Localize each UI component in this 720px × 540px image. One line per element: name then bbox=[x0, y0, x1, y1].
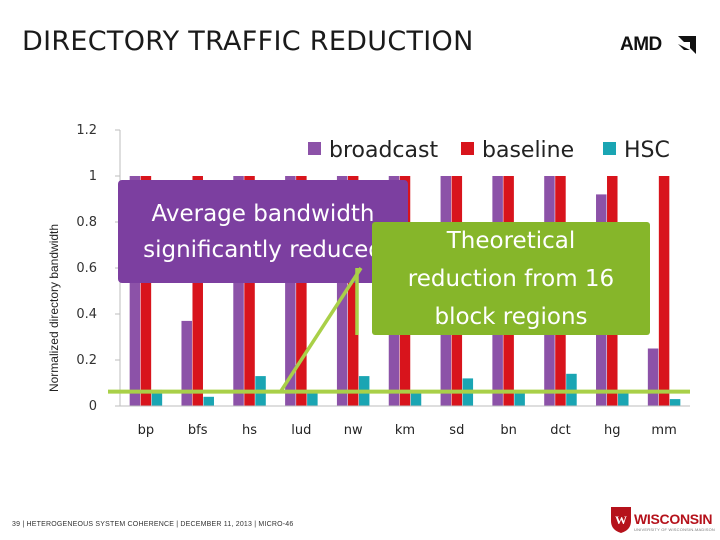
bar-hsc-hg bbox=[618, 392, 629, 406]
bar-hsc-lud bbox=[307, 392, 318, 406]
legend-swatch-broadcast bbox=[308, 142, 321, 155]
x-tick-label: bp bbox=[138, 423, 155, 438]
y-tick-label: 0.4 bbox=[76, 307, 97, 322]
bar-baseline-nw bbox=[347, 176, 359, 406]
bar-hsc-bfs bbox=[203, 396, 214, 406]
bar-broadcast-bp bbox=[129, 176, 141, 406]
slide-title: DIRECTORY TRAFFIC REDUCTION bbox=[22, 26, 474, 57]
callout-theoretical-line-2: reduction from 16 bbox=[407, 266, 615, 292]
bar-broadcast-mm bbox=[647, 348, 659, 406]
y-tick-label: 1 bbox=[89, 169, 97, 184]
uw-crest-icon: W bbox=[611, 507, 631, 533]
legend-label-hsc: HSC bbox=[624, 138, 670, 163]
x-tick-label: bn bbox=[500, 423, 517, 438]
bar-hsc-bn bbox=[514, 392, 525, 406]
y-tick-label: 0.2 bbox=[76, 353, 97, 368]
svg-text:W: W bbox=[615, 513, 627, 527]
callout-average-line-2: significantly reduced bbox=[143, 237, 383, 263]
uw-logo: W WISCONSIN UNIVERSITY OF WISCONSIN-MADI… bbox=[610, 506, 716, 536]
x-tick-label: hg bbox=[604, 423, 621, 438]
legend-swatch-baseline bbox=[461, 142, 474, 155]
x-tick-label: lud bbox=[291, 423, 311, 438]
bar-baseline-bp bbox=[140, 176, 152, 406]
x-tick-label: hs bbox=[242, 423, 257, 438]
callout-average-line-1: Average bandwidth bbox=[151, 201, 375, 227]
bar-baseline-lud bbox=[296, 176, 307, 406]
x-tick-label: km bbox=[395, 423, 415, 438]
legend-label-baseline: baseline bbox=[482, 138, 574, 163]
uw-logo-subtext: UNIVERSITY OF WISCONSIN-MADISON bbox=[634, 527, 716, 532]
y-axis-title: Normalized directory bandwidth bbox=[47, 224, 61, 392]
x-tick-label: mm bbox=[651, 423, 676, 438]
bar-hsc-bp bbox=[151, 389, 163, 406]
amd-logo: AMD bbox=[620, 34, 700, 56]
x-tick-label: bfs bbox=[188, 423, 208, 438]
amd-logo-text: AMD bbox=[620, 34, 662, 55]
bar-baseline-hs bbox=[244, 176, 255, 406]
uw-logo-text: WISCONSIN bbox=[634, 511, 713, 527]
x-tick-label: nw bbox=[344, 423, 363, 438]
bar-baseline-bfs bbox=[192, 176, 203, 406]
callout-theoretical-line-3: block regions bbox=[434, 304, 588, 330]
bar-hsc-km bbox=[410, 392, 422, 406]
callout-average-bandwidth: Average bandwidth significantly reduced bbox=[118, 180, 408, 283]
bar-broadcast-hs bbox=[233, 176, 244, 406]
legend-swatch-hsc bbox=[603, 142, 616, 155]
y-tick-label: 1.2 bbox=[76, 123, 97, 138]
bar-broadcast-nw bbox=[336, 176, 348, 406]
legend-label-broadcast: broadcast bbox=[329, 138, 438, 163]
bar-baseline-mm bbox=[658, 176, 670, 406]
bar-broadcast-lud bbox=[285, 176, 296, 406]
footer-text: 39 | HETEROGENEOUS SYSTEM COHERENCE | DE… bbox=[12, 521, 294, 528]
bar-broadcast-bfs bbox=[181, 320, 192, 406]
x-tick-label: sd bbox=[449, 423, 464, 438]
average-connector-line bbox=[279, 267, 363, 392]
y-tick-label: 0 bbox=[89, 399, 97, 414]
bar-hsc-mm bbox=[669, 399, 681, 406]
callout-theoretical-line-1: Theoretical bbox=[446, 228, 576, 254]
callout-connector-lines bbox=[108, 267, 690, 394]
amd-arrow-icon bbox=[678, 36, 696, 54]
x-tick-label: dct bbox=[550, 423, 571, 438]
y-tick-label: 0.8 bbox=[76, 215, 97, 230]
y-tick-label: 0.6 bbox=[76, 261, 97, 276]
callout-theoretical-reduction: Theoretical reduction from 16 block regi… bbox=[372, 222, 650, 335]
